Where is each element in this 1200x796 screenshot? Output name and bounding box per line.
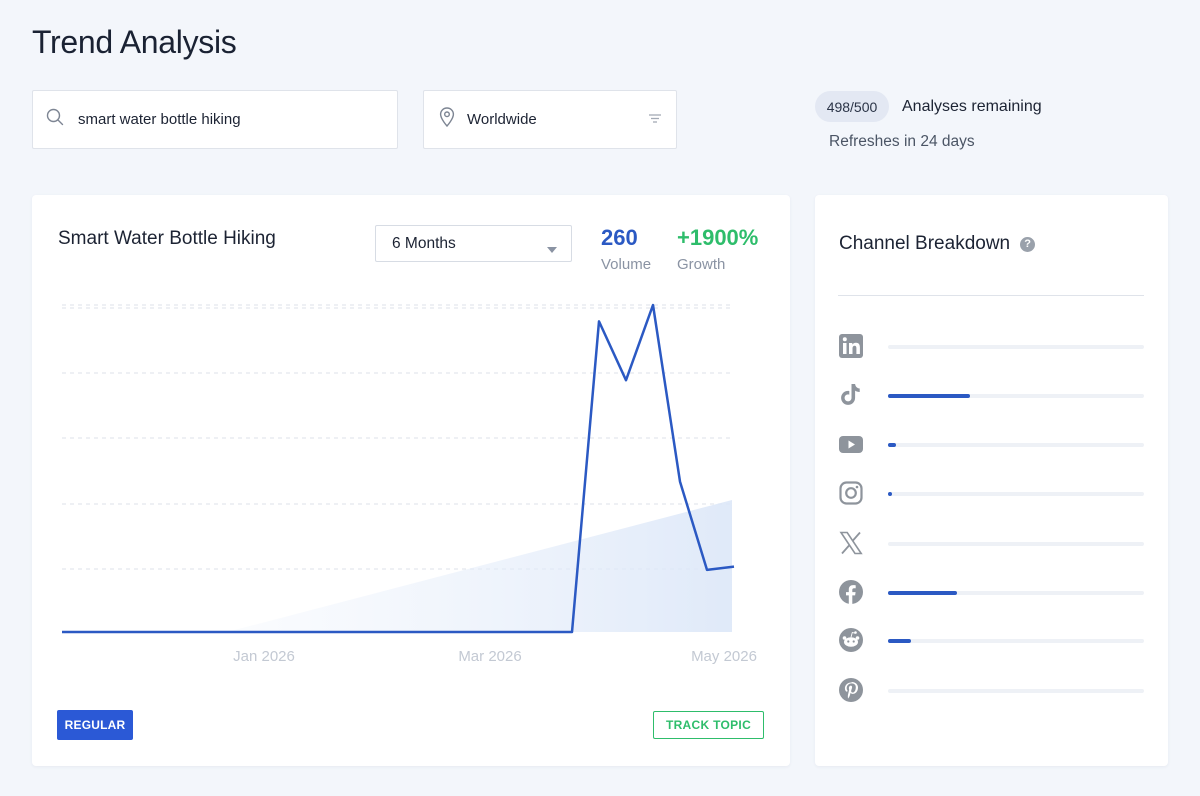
channel-row-pinterest [838, 675, 1144, 705]
channel-row-instagram [838, 478, 1144, 508]
channel-bar-fill [888, 591, 958, 595]
x-tick-label: Jan 2026 [233, 648, 295, 665]
trend-area [227, 500, 732, 632]
channel-breakdown-label: Channel Breakdown [839, 233, 1011, 254]
channel-row-x [838, 528, 1144, 558]
help-icon[interactable]: ? [1020, 236, 1036, 252]
channel-bar-track [888, 443, 1144, 447]
channel-bar-track [888, 639, 1144, 643]
channel-breakdown-card: Channel Breakdown ? [815, 195, 1168, 766]
youtube-icon [838, 431, 864, 457]
channel-bar-track [888, 689, 1144, 693]
pinterest-icon [838, 677, 864, 703]
growth-value: +1900% [677, 225, 759, 250]
quota-label: Analyses remaining [902, 98, 1042, 115]
channel-row-reddit [838, 625, 1144, 655]
series-line [62, 303, 735, 634]
growth-label: Growth [677, 256, 726, 273]
range-select-value: 6 Months [392, 234, 456, 252]
tiktok-icon [838, 382, 864, 408]
channel-row-linkedin [838, 331, 1144, 361]
instagram-icon [838, 480, 864, 506]
search-box[interactable] [32, 90, 398, 149]
channel-bar-fill [888, 639, 912, 643]
x-twitter-icon [838, 530, 864, 556]
reddit-icon [838, 627, 864, 653]
filter-icon[interactable] [648, 111, 662, 129]
channel-row-youtube [838, 429, 1144, 459]
channel-bar-fill [888, 394, 970, 398]
chevron-down-icon [547, 240, 557, 258]
linkedin-icon [838, 333, 864, 359]
track-topic-button[interactable]: TRACK TOPIC [653, 711, 764, 739]
quota-badge: 498/500 [815, 91, 889, 122]
channel-bar-fill [888, 443, 896, 447]
channel-bar-track [888, 345, 1144, 349]
channel-breakdown-title: Channel Breakdown ? [839, 233, 1036, 255]
channel-bar-fill [888, 492, 892, 496]
channel-bar-track [888, 394, 1144, 398]
location-value: Worldwide [467, 111, 537, 128]
channel-bar-track [888, 542, 1144, 546]
divider [838, 295, 1144, 296]
trend-type-badge: REGULAR [57, 710, 133, 740]
channel-row-facebook [838, 577, 1144, 607]
search-icon [46, 108, 64, 131]
channel-bar-track [888, 492, 1144, 496]
volume-label: Volume [601, 256, 652, 273]
page-title: Trend Analysis [32, 24, 237, 60]
chart-title: Smart Water Bottle Hiking [58, 228, 276, 249]
search-input[interactable] [78, 111, 368, 128]
location-select[interactable]: Worldwide [423, 90, 677, 149]
channel-row-tiktok [838, 380, 1144, 410]
range-select[interactable]: 6 Months [375, 225, 572, 262]
refresh-label: Refreshes in 24 days [829, 133, 975, 150]
channel-bar-track [888, 591, 1144, 595]
trend-chart-card: Smart Water Bottle Hiking 6 Months 260 V… [32, 195, 790, 766]
x-tick-label: May 2026 [691, 648, 757, 665]
location-pin-icon [439, 107, 455, 132]
x-tick-label: Mar 2026 [458, 648, 521, 665]
trend-line-chart: Jan 2026 Mar 2026 May 2026 [62, 303, 757, 665]
facebook-icon [838, 579, 864, 605]
volume-value: 260 [601, 225, 638, 250]
